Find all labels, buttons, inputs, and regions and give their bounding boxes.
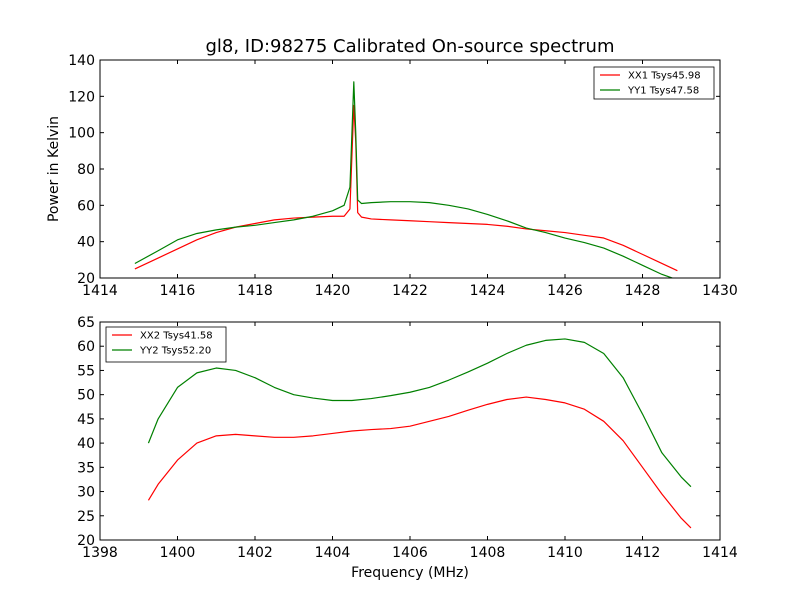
bottom-y-tick-label-1: 25 bbox=[77, 509, 95, 525]
bottom-y-tick-label-9: 65 bbox=[77, 315, 95, 331]
top-x-tick-label-0: 1414 bbox=[82, 283, 118, 299]
top-x-tick-label-7: 1428 bbox=[625, 283, 661, 299]
top-y-tick-label-6: 140 bbox=[68, 53, 95, 69]
bottom-legend-label-1: YY2 Tsys52.20 bbox=[139, 346, 211, 357]
bottom-legend-label-0: XX2 Tsys41.58 bbox=[140, 331, 213, 342]
bottom-x-tick-label-1: 1400 bbox=[160, 545, 196, 561]
top-y-tick-label-4: 100 bbox=[68, 126, 95, 142]
bottom-legend-box bbox=[105, 326, 227, 363]
bottom-y-tick-label-8: 60 bbox=[77, 339, 95, 355]
bottom-y-tick-label-4: 40 bbox=[77, 436, 95, 452]
top-x-tick-label-6: 1426 bbox=[547, 283, 583, 299]
top-legend-box bbox=[593, 66, 715, 100]
top-series-line-0 bbox=[134, 104, 678, 272]
top-y-tick-label-2: 60 bbox=[77, 198, 95, 214]
top-series-line-1 bbox=[134, 81, 675, 278]
top-y-tick-label-1: 40 bbox=[77, 235, 95, 251]
top-x-tick-label-5: 1424 bbox=[470, 283, 506, 299]
top-legend-label-0: XX1 Tsys45.98 bbox=[628, 71, 701, 82]
top-y-tick-label-5: 120 bbox=[68, 89, 95, 105]
top-x-tick-label-1: 1416 bbox=[160, 283, 196, 299]
top-legend-label-1: YY1 Tsys47.58 bbox=[627, 86, 699, 97]
bottom-y-tick-label-6: 50 bbox=[77, 388, 95, 404]
bottom-y-tick-label-0: 20 bbox=[77, 533, 95, 549]
bottom-x-tick-label-5: 1408 bbox=[470, 545, 506, 561]
bottom-y-tick-label-5: 45 bbox=[77, 412, 95, 428]
bottom-x-axis-label: Frequency (MHz) bbox=[351, 565, 469, 581]
bottom-x-tick-label-0: 1398 bbox=[82, 545, 118, 561]
top-y-tick-label-3: 80 bbox=[77, 162, 95, 178]
bottom-x-tick-label-4: 1406 bbox=[392, 545, 428, 561]
bottom-series-line-1 bbox=[147, 338, 692, 488]
bottom-x-tick-label-7: 1412 bbox=[625, 545, 661, 561]
bottom-y-tick-label-7: 55 bbox=[77, 363, 95, 379]
bottom-x-tick-label-8: 1414 bbox=[702, 545, 738, 561]
top-chart-title: gl8, ID:98275 Calibrated On-source spect… bbox=[205, 36, 614, 57]
bottom-series-line-0 bbox=[147, 396, 692, 529]
bottom-plot-area: 1398 1400 1402 1404 1406 1408 1410 1412 1414 20 25… bbox=[77, 315, 738, 561]
bottom-x-tick-label-2: 1402 bbox=[237, 545, 273, 561]
bottom-x-tick-label-6: 1410 bbox=[547, 545, 583, 561]
top-y-axis-label: Power in Kelvin bbox=[46, 116, 62, 222]
bottom-y-tick-label-3: 35 bbox=[77, 460, 95, 476]
top-x-tick-label-8: 1430 bbox=[702, 283, 738, 299]
top-plot-area: 1414 1416 1418 1420 1422 1424 1426 1428 1430 20 40… bbox=[68, 53, 738, 299]
top-x-tick-label-4: 1422 bbox=[392, 283, 428, 299]
top-x-tick-label-3: 1420 bbox=[315, 283, 351, 299]
bottom-x-tick-label-3: 1404 bbox=[315, 545, 351, 561]
bottom-y-tick-label-2: 30 bbox=[77, 485, 95, 501]
top-x-tick-label-2: 1418 bbox=[237, 283, 273, 299]
top-y-tick-label-0: 20 bbox=[77, 271, 95, 287]
